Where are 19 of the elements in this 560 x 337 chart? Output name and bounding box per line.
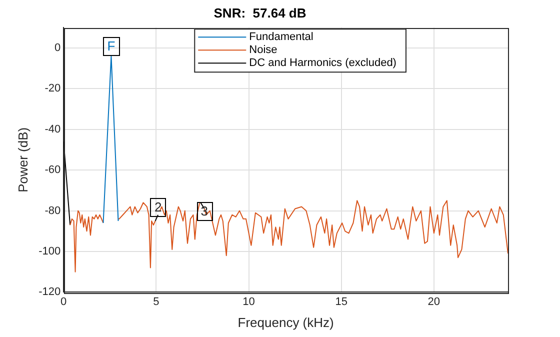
annotation: 2 [154, 199, 162, 214]
legend-label: DC and Harmonics (excluded) [249, 57, 396, 70]
legend-label: Noise [249, 44, 278, 56]
x-tick-label: 15 [335, 296, 348, 308]
y-tick-label: -60 [44, 164, 61, 176]
x-axis-title: Frequency (kHz) [238, 314, 334, 330]
y-axis-title: Power (dB) [15, 127, 30, 192]
x-tick-label: 5 [153, 296, 160, 308]
x-tick-label: 20 [428, 296, 440, 308]
y-tick-label: 0 [54, 42, 61, 54]
y-tick-label: -120 [38, 286, 61, 298]
annotation: F [107, 38, 116, 54]
x-tick-label: 10 [242, 296, 255, 308]
y-tick-label: -40 [44, 123, 61, 136]
legend-label: Fundamental [249, 31, 314, 44]
y-tick-label: -80 [44, 204, 61, 217]
chart-title: SNR: 57.64 dB [214, 5, 306, 20]
y-tick-label: -100 [38, 246, 61, 258]
y-tick-label: -20 [44, 82, 61, 95]
